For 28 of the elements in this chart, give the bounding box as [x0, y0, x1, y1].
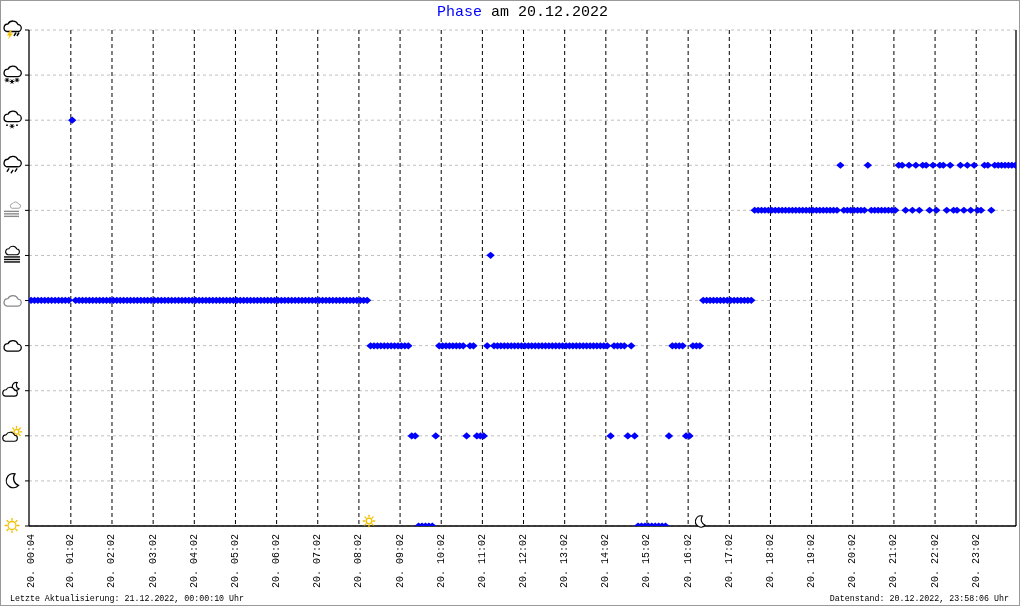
x-tick-label: 20. 09:02 [394, 534, 406, 589]
x-tick-label: 20. 17:02 [723, 534, 735, 589]
x-tick-label: 20. 23:02 [970, 534, 982, 589]
x-tick-label: 20. 08:02 [353, 534, 365, 589]
text: Phase [436, 4, 482, 21]
chart-title: am 20.12.2022 [491, 4, 609, 21]
x-tick-label: 20. 10:02 [435, 534, 447, 589]
x-tick-label: 20. 15:02 [641, 534, 653, 589]
x-tick-label: 20. 00:04 [25, 534, 37, 589]
text: Letzte Aktualisierung: 21.12.2022, 00:00:10 Uhr [10, 594, 245, 604]
x-tick-label: 20. 07:02 [312, 534, 324, 589]
text: Datenstand: 20.12.2022, 23:58:06 Uhr [829, 594, 1009, 604]
x-tick-label: 20. 02:02 [106, 534, 118, 589]
x-tick-label: 20. 19:02 [806, 534, 818, 589]
x-tick-label: 20. 20:02 [847, 534, 859, 589]
x-tick-label: 20. 16:02 [682, 534, 694, 589]
x-tick-label: 20. 11:02 [476, 534, 488, 589]
x-tick-label: 20. 12:02 [518, 534, 530, 589]
x-tick-label: 20. 21:02 [888, 534, 900, 589]
x-tick-label: 20. 14:02 [600, 534, 612, 589]
x-tick-label: 20. 22:02 [929, 534, 941, 589]
x-tick-label: 20. 06:02 [271, 534, 283, 589]
x-tick-label: 20. 04:02 [188, 534, 200, 589]
x-tick-label: 20. 03:02 [147, 534, 159, 589]
x-tick-label: 20. 05:02 [229, 534, 241, 589]
x-tick-label: 20. 13:02 [559, 534, 571, 589]
x-tick-label: 20. 18:02 [764, 534, 776, 589]
x-tick-label: 20. 01:02 [65, 534, 77, 589]
